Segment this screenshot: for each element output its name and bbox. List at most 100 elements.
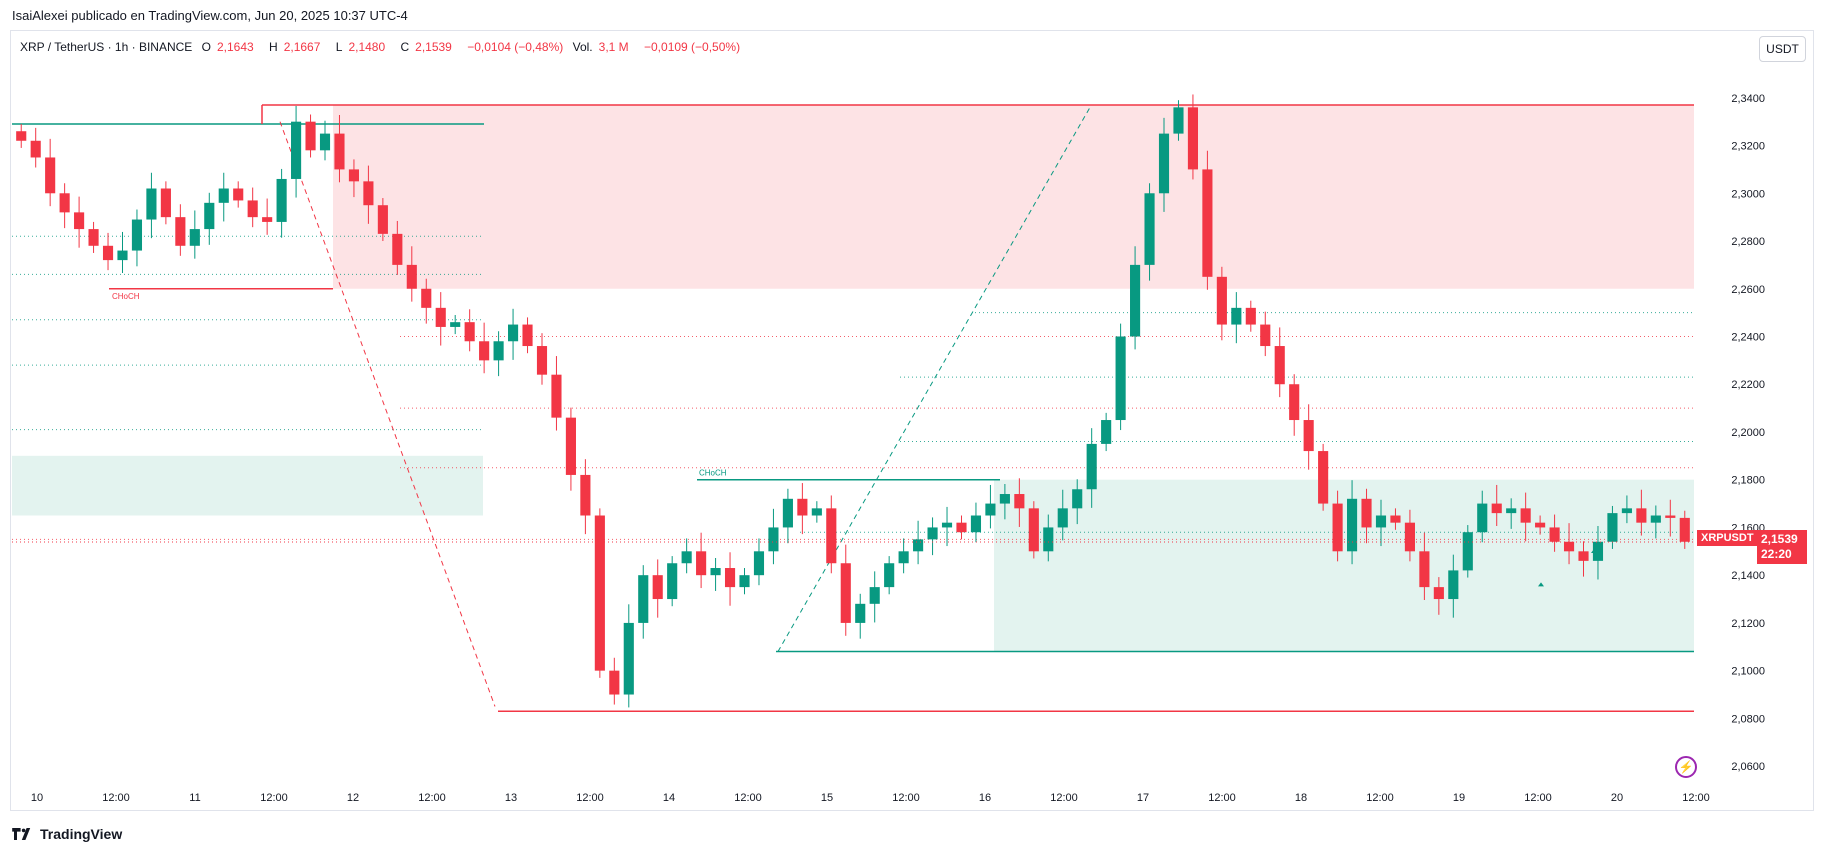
- lightning-icon[interactable]: ⚡: [1675, 756, 1697, 778]
- candle-body: [1477, 503, 1488, 533]
- x-tick-label: 12:00: [576, 792, 604, 804]
- x-tick-label: 12:00: [734, 792, 762, 804]
- y-tick-label: 2,2400: [1731, 331, 1765, 343]
- high-label: H: [269, 40, 278, 54]
- candle-body: [1506, 508, 1517, 514]
- low-value: 2,1480: [348, 40, 386, 54]
- candle-body: [493, 341, 504, 361]
- signal-marker-0: [1538, 582, 1544, 587]
- vol-value: 3,1 M: [598, 40, 629, 54]
- candle-body: [941, 522, 953, 528]
- candle-body: [681, 551, 692, 564]
- candle-body: [1346, 498, 1358, 552]
- candle-body: [1650, 515, 1661, 523]
- candle-body: [1028, 508, 1039, 552]
- candle-body: [1130, 264, 1141, 337]
- open-value: 2,1643: [216, 40, 254, 54]
- candle-body: [956, 522, 967, 533]
- candle-body: [855, 603, 866, 623]
- candle-body: [1057, 508, 1068, 528]
- candle-body: [1563, 541, 1575, 552]
- candle-body: [1202, 169, 1213, 277]
- candle-body: [262, 217, 273, 222]
- down-trend-line: [279, 121, 496, 707]
- vol-label: Vol.: [572, 40, 593, 54]
- x-tick-label: 12:00: [1208, 792, 1236, 804]
- candle-body: [594, 515, 605, 671]
- candle-body: [1158, 133, 1170, 194]
- y-tick-label: 2,1800: [1731, 475, 1765, 487]
- y-tick-label: 2,3400: [1731, 93, 1765, 105]
- x-tick-label: 12:00: [1682, 792, 1710, 804]
- candle-body: [522, 324, 533, 347]
- candle-body: [1043, 527, 1054, 552]
- x-tick-label: 18: [1295, 792, 1307, 804]
- candle-body: [913, 539, 924, 552]
- candle-body: [1578, 551, 1589, 561]
- candle-body: [247, 200, 258, 218]
- candle-body: [1303, 420, 1314, 452]
- y-tick-label: 2,2600: [1731, 284, 1765, 296]
- candle-body: [710, 568, 721, 576]
- candle-body: [117, 250, 128, 261]
- candle-body: [189, 229, 200, 246]
- candle-body: [985, 503, 996, 516]
- candle-body: [175, 217, 186, 246]
- candle-body: [638, 575, 649, 623]
- candle-body: [1404, 522, 1415, 552]
- x-tick-label: 12:00: [260, 792, 288, 804]
- candle-body: [1086, 443, 1097, 490]
- x-tick-label: 20: [1611, 792, 1623, 804]
- candle-body: [884, 563, 895, 588]
- tradingview-icon: [12, 828, 31, 840]
- demand-zone-right: [994, 479, 1694, 652]
- candle-body: [1607, 513, 1618, 542]
- x-tick-label: 14: [663, 792, 675, 804]
- candle-body: [826, 508, 837, 564]
- y-tick-label: 2,0600: [1731, 761, 1765, 773]
- candle-body: [435, 307, 446, 327]
- y-tick-label: 2,1200: [1731, 618, 1765, 630]
- y-tick-label: 2,2800: [1731, 236, 1765, 248]
- x-tick-label: 10: [31, 792, 43, 804]
- candle-body: [1448, 570, 1459, 600]
- candle-body: [102, 245, 114, 261]
- candle-body: [1462, 532, 1473, 571]
- candle-body: [1260, 324, 1271, 347]
- candle-body: [970, 515, 982, 533]
- x-tick-label: 12:00: [1050, 792, 1078, 804]
- candle-body: [45, 157, 56, 194]
- symbol-name[interactable]: XRP / TetherUS · 1h · BINANCE: [20, 40, 193, 54]
- candle-body: [1535, 522, 1546, 528]
- x-tick-label: 12: [347, 792, 359, 804]
- candle-body: [1274, 346, 1285, 385]
- candle-body: [1115, 336, 1126, 421]
- candle-body: [1419, 551, 1430, 588]
- candle-body: [1390, 515, 1401, 523]
- y-tick-label: 2,2000: [1731, 427, 1765, 439]
- candle-body: [652, 575, 663, 600]
- candle-body: [406, 264, 417, 289]
- candle-body: [623, 622, 634, 695]
- demand-zone-left: [12, 455, 483, 516]
- candle-body: [609, 670, 620, 695]
- x-tick-label: 13: [505, 792, 517, 804]
- candle-body: [667, 563, 678, 600]
- candle-body: [565, 417, 576, 475]
- candle-body: [1187, 107, 1199, 170]
- candle-body: [160, 188, 171, 218]
- candle-body: [739, 575, 750, 588]
- candle-body: [59, 193, 70, 213]
- tradingview-logo[interactable]: TradingView: [12, 826, 122, 842]
- candle-body: [30, 140, 41, 158]
- candle-body: [898, 551, 909, 564]
- published-caption: IsaiAlexei publicado en TradingView.com,…: [12, 8, 408, 23]
- candle-body: [724, 568, 736, 588]
- candle-body: [363, 181, 374, 206]
- candle-body: [869, 587, 880, 604]
- currency-button[interactable]: USDT: [1759, 36, 1806, 62]
- candle-body: [218, 188, 229, 203]
- supply-zone: [333, 104, 1694, 289]
